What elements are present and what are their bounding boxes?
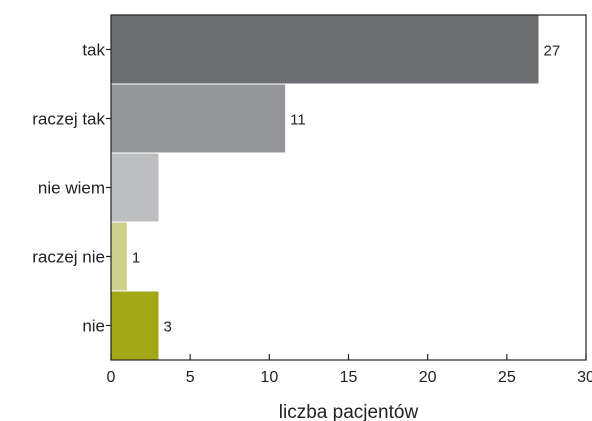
data-label: 27 xyxy=(544,43,561,60)
data-label: 3 xyxy=(164,319,172,336)
y-axis-ticks: tak raczej tak nie wiem raczej nie nie xyxy=(32,41,111,336)
bars-group xyxy=(111,15,539,360)
x-tick-label: 5 xyxy=(186,369,195,386)
x-axis-ticks: 0 5 10 15 20 25 30 xyxy=(107,354,592,386)
x-tick-label: 0 xyxy=(107,369,116,386)
bar-raczej-tak xyxy=(111,84,286,153)
x-axis-title: liczba pacjentów xyxy=(279,402,419,421)
x-tick-label: 10 xyxy=(260,369,278,386)
data-label: 11 xyxy=(290,112,306,129)
bar-nie xyxy=(111,291,159,360)
data-label: 1 xyxy=(132,250,140,267)
bar-tak xyxy=(111,15,539,84)
category-label: nie wiem xyxy=(38,179,105,198)
x-tick-label: 15 xyxy=(340,369,358,386)
x-tick-label: 30 xyxy=(577,369,592,386)
category-label: raczej tak xyxy=(32,110,105,129)
x-tick-label: 25 xyxy=(498,369,516,386)
x-tick-label: 20 xyxy=(419,369,437,386)
bar-raczej-nie xyxy=(111,222,127,291)
category-label: tak xyxy=(82,41,105,60)
bar-nie-wiem xyxy=(111,153,159,222)
category-label: nie xyxy=(82,317,105,336)
category-label: raczej nie xyxy=(32,248,105,267)
